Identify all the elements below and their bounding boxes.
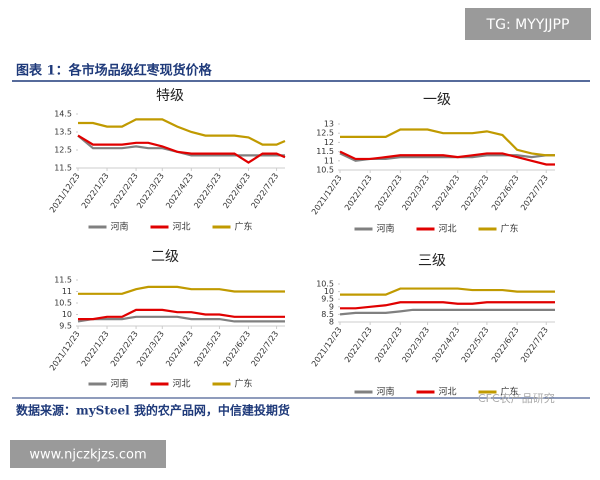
- series-line: [339, 150, 555, 166]
- y-tick-label: 13: [324, 120, 334, 129]
- y-tick-label: 8.5: [321, 310, 334, 319]
- y-tick-label: 12: [324, 138, 334, 147]
- y-tick-label: 13.5: [54, 128, 72, 137]
- chart-title: 三级: [418, 253, 446, 269]
- y-tick-label: 11.5: [54, 276, 72, 285]
- legend-label: 广东: [235, 378, 253, 390]
- chart-title: 特级: [156, 88, 184, 104]
- y-tick-label: 9: [329, 302, 334, 311]
- series-line: [340, 301, 555, 310]
- legend-label: 河南: [111, 221, 129, 233]
- legend-label: 河北: [173, 378, 191, 390]
- y-tick-label: 11.5: [54, 164, 72, 173]
- series-line: [339, 308, 555, 316]
- y-tick-label: 11: [324, 156, 334, 165]
- y-tick-label: 10: [62, 310, 72, 319]
- series-line: [340, 128, 555, 157]
- y-tick-label: 8: [329, 318, 334, 327]
- legend-label: 广东: [501, 386, 519, 398]
- y-tick-label: 11: [62, 287, 72, 296]
- legend-label: 河北: [173, 221, 191, 233]
- legend-label: 河北: [439, 386, 457, 398]
- y-tick-label: 12.5: [54, 146, 72, 155]
- legend-label: 广东: [501, 223, 519, 235]
- series-line: [78, 308, 285, 321]
- series-line: [340, 287, 555, 296]
- source: 数据来源：mySteel 我的农产品网，中信建投期货: [16, 403, 290, 418]
- legend-label: 河南: [377, 223, 395, 235]
- site-box: [10, 440, 166, 468]
- watermark: CFC农产品研究: [478, 391, 555, 405]
- chart-title: 二级: [151, 249, 179, 265]
- chart-title: 一级: [423, 92, 451, 108]
- series-line: [77, 134, 286, 164]
- y-tick-label: 9.5: [59, 322, 72, 331]
- series-line: [78, 285, 285, 295]
- legend-label: 河南: [377, 386, 395, 398]
- tag-box: [465, 8, 591, 40]
- y-tick-label: 10: [324, 287, 334, 296]
- y-tick-label: 11.5: [316, 147, 334, 156]
- y-tick-label: 10.5: [316, 280, 334, 289]
- y-tick-label: 12.5: [316, 129, 334, 138]
- y-tick-label: 14.5: [54, 110, 72, 119]
- series-line: [78, 118, 286, 146]
- y-tick-label: 9.5: [321, 295, 334, 304]
- legend-label: 河北: [439, 223, 457, 235]
- y-tick-label: 10.5: [54, 299, 72, 308]
- y-tick-label: 10.5: [316, 166, 334, 175]
- legend-label: 广东: [235, 221, 253, 233]
- tag: TG: MYYJJPP: [486, 17, 570, 33]
- figure-title: 图表 1：各市场品级红枣现货价格: [16, 63, 213, 79]
- legend-label: 河南: [111, 378, 129, 390]
- series-line: [77, 315, 285, 323]
- site: www.njczkjzs.com: [29, 448, 146, 463]
